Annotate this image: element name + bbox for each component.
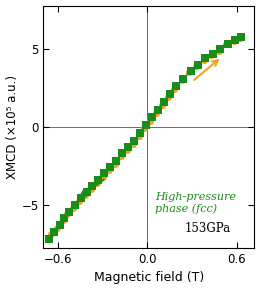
Point [188,68,193,73]
Point [119,154,123,159]
Point [150,115,154,120]
Point [52,230,56,235]
Text: High-pressure
phase (fcc): High-pressure phase (fcc) [155,192,236,214]
Point [232,39,236,43]
Point [187,70,191,75]
Point [107,168,111,173]
Point [160,103,164,107]
Point [226,42,230,47]
Point [71,205,75,210]
Point [89,187,93,191]
Point [55,226,59,230]
Point [203,56,207,61]
Point [96,177,101,182]
Point [202,58,206,62]
Point [126,145,130,149]
Point [162,99,166,104]
Point [95,180,99,185]
Point [108,165,112,170]
Point [196,62,200,67]
Point [101,174,105,179]
Point [233,37,237,42]
Point [166,95,170,99]
Point [154,110,158,115]
Point [156,107,160,112]
Point [47,236,51,241]
Point [120,151,124,155]
Point [180,78,184,82]
Point [49,232,53,236]
Point [217,48,221,53]
Point [142,126,147,131]
Y-axis label: XMCD (×10⁵ a.u.): XMCD (×10⁵ a.u.) [5,75,18,179]
Point [174,84,178,89]
Point [73,202,77,207]
Point [77,199,81,204]
Text: 153GPa: 153GPa [185,222,231,235]
Point [144,123,148,128]
Point [209,53,213,58]
Point [102,171,106,176]
Point [168,92,172,97]
Point [224,42,228,47]
Point [67,210,71,215]
Point [62,216,66,221]
Point [114,159,118,163]
Point [132,138,136,143]
Point [239,34,243,39]
Point [83,193,87,197]
Point [138,131,142,135]
X-axis label: Magnetic field (T): Magnetic field (T) [94,271,204,284]
Point [84,190,89,194]
Point [172,87,176,92]
Point [125,148,129,153]
Point [131,142,135,146]
Point [211,51,215,56]
Point [113,162,117,166]
Point [90,184,95,188]
Point [218,47,222,51]
Point [61,218,65,222]
Point [136,134,141,138]
Point [181,76,185,81]
Point [58,222,62,227]
Point [237,36,242,41]
Point [194,64,199,68]
Point [79,196,83,201]
Point [65,211,69,216]
Point [148,118,153,123]
